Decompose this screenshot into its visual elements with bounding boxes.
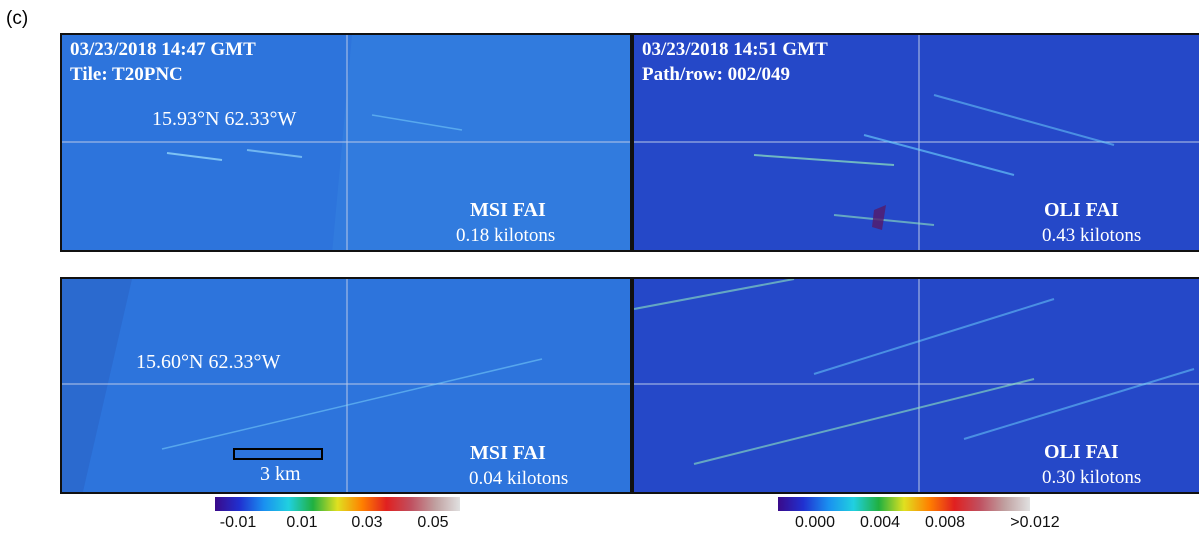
- panel: 03/23/2018 14:51 GMT Path/row: 002/049 OL…: [632, 33, 1199, 252]
- path-row: Path/row: 002/049: [642, 64, 790, 85]
- colorbar-tick-label: 0.008: [924, 514, 966, 531]
- panel: 03/23/2018 14:47 GMT Tile: T20PNC 15.93°N…: [60, 33, 632, 252]
- coordinate: 15.93°N 62.33°W: [152, 108, 297, 130]
- colorbar-tick-label: >0.012: [1010, 514, 1060, 531]
- colorbar-tick-label: 0.000: [794, 514, 836, 531]
- figure-label: (c): [6, 8, 29, 29]
- sensor-label: OLI FAI: [1044, 199, 1119, 221]
- tile: Tile: T20PNC: [70, 64, 183, 85]
- colorbar: [215, 497, 460, 511]
- colorbar: [778, 497, 1030, 511]
- biomass-label: 0.43 kilotons: [1042, 225, 1142, 246]
- panel: OLI FAI 0.30 kilotons: [632, 277, 1199, 494]
- colorbar-tick-label: 0.01: [286, 514, 318, 531]
- timestamp: 03/23/2018 14:51 GMT: [642, 39, 828, 60]
- imagery: [62, 279, 630, 492]
- timestamp: 03/23/2018 14:47 GMT: [70, 39, 256, 60]
- coordinate: 15.60°N 62.33°W: [136, 351, 281, 373]
- colorbar-tick-label: 0.05: [417, 514, 449, 531]
- sensor-label: OLI FAI: [1044, 441, 1119, 463]
- imagery: [62, 35, 630, 250]
- panel: 15.60°N 62.33°W 3 km MSI FAI 0.04 kiloto…: [60, 277, 632, 494]
- colorbar-tick-label: 0.03: [351, 514, 383, 531]
- biomass-label: 0.30 kilotons: [1042, 467, 1142, 488]
- sensor-label: MSI FAI: [470, 199, 546, 221]
- colorbar-tick-label: 0.004: [859, 514, 901, 531]
- colorbar-tick-label: -0.01: [219, 514, 257, 531]
- sensor-label: MSI FAI: [470, 442, 546, 464]
- imagery: [634, 35, 1199, 250]
- biomass-label: 0.04 kilotons: [469, 468, 569, 489]
- imagery: [634, 279, 1199, 492]
- scale-bar-label: 3 km: [260, 463, 301, 485]
- biomass-label: 0.18 kilotons: [456, 225, 556, 246]
